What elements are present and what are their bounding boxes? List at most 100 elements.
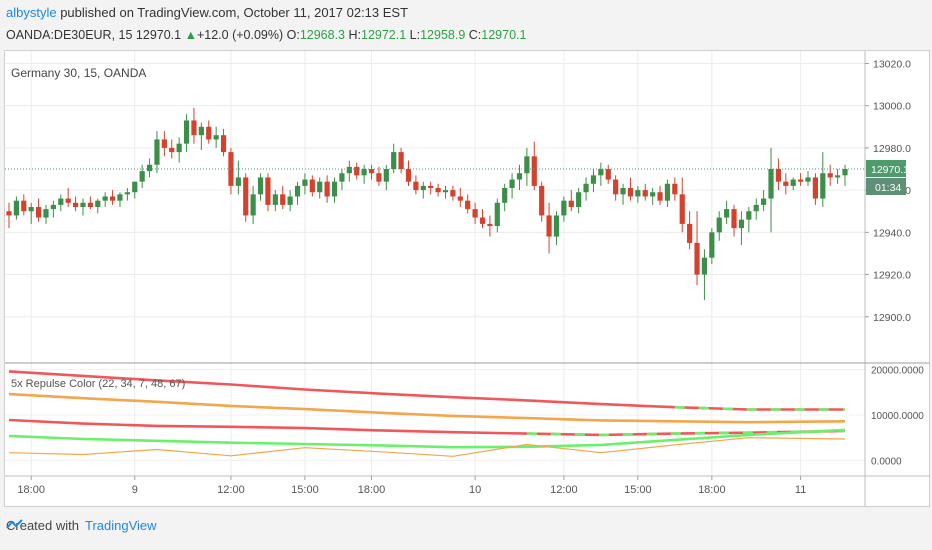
candle [220, 135, 227, 153]
close-value: 12970.1 [481, 28, 527, 42]
candle [265, 177, 271, 205]
candle [701, 257, 708, 275]
candle [820, 173, 826, 199]
candle [346, 166, 352, 174]
candle [294, 185, 301, 197]
last-price-tag-label: 12970.1 [871, 164, 909, 176]
candle [561, 200, 567, 216]
candle [442, 190, 449, 193]
candle [435, 188, 441, 193]
candle [716, 217, 722, 233]
change-value: +12.0 (+0.09%) [196, 28, 284, 42]
open-label: O: [286, 28, 300, 42]
candle [775, 169, 782, 182]
candle [376, 173, 382, 182]
candle [95, 200, 101, 207]
candle [472, 209, 478, 218]
candle [812, 177, 819, 199]
candle [598, 169, 604, 176]
candle [65, 198, 71, 203]
y-tick-label: 13000.0 [873, 101, 911, 113]
candle [235, 177, 241, 186]
x-tick-label: 18:00 [358, 484, 386, 496]
chart-svg[interactable]: 13020.013000.012980.012960.012940.012920… [5, 51, 929, 506]
candle [398, 152, 404, 169]
candle [58, 198, 64, 205]
candle [524, 156, 530, 174]
tradingview-brand-link[interactable]: TradingView [84, 518, 157, 533]
candle [724, 209, 730, 218]
candle [154, 139, 160, 165]
x-tick-label: 12:00 [217, 484, 245, 496]
indicator-series-line [8, 418, 846, 437]
candle [250, 194, 256, 216]
candle [509, 179, 515, 188]
published-text: published on TradingView.com, October 11… [56, 5, 409, 20]
indicator-series-line [8, 370, 845, 411]
candle [272, 194, 278, 205]
low-label: L: [409, 28, 421, 42]
candle [161, 139, 167, 148]
axes-group: 13020.013000.012980.012960.012940.012920… [5, 51, 929, 506]
x-tick-label: 15:00 [624, 484, 652, 496]
candle [43, 209, 49, 218]
candle [457, 196, 463, 201]
candle [354, 166, 360, 176]
candle [568, 200, 574, 207]
candle [487, 223, 493, 226]
candle [620, 188, 626, 195]
candle [650, 192, 656, 197]
chart-area[interactable]: 13020.013000.012980.012960.012940.012920… [4, 50, 930, 507]
indicator-series-highlight [674, 405, 845, 411]
candle [583, 183, 589, 193]
candle [383, 169, 389, 182]
candle [13, 200, 19, 216]
indicator-series-highlight [526, 429, 846, 437]
publish-line: albystyle published on TradingView.com, … [6, 5, 408, 20]
candle [553, 215, 560, 237]
y-tick-label: 13020.0 [873, 58, 911, 70]
main-chart-title: Germany 30, 15, OANDA [11, 66, 146, 80]
candle [590, 175, 597, 184]
candle [50, 204, 56, 210]
x-tick-label: 18:00 [17, 484, 45, 496]
candle [627, 188, 634, 197]
countdown-tag-label: 01:34 [875, 182, 901, 194]
candle [28, 207, 34, 212]
indicator-y-tick-label: 20000.0000 [871, 366, 924, 377]
tradingview-logo-icon [6, 519, 23, 529]
candle [635, 190, 641, 197]
candle [6, 211, 12, 216]
candles-group [5, 107, 865, 300]
candle [176, 143, 182, 153]
candle [842, 169, 848, 176]
x-tick-label: 15:00 [291, 484, 319, 496]
author-link[interactable]: albystyle [6, 5, 57, 20]
candle [183, 120, 190, 144]
indicator-series-line [8, 437, 846, 457]
indicator-series-line [8, 428, 846, 449]
candle [280, 194, 286, 205]
candle [21, 200, 27, 212]
candle [805, 177, 811, 182]
candle [324, 181, 330, 197]
candle [761, 198, 767, 205]
candle [391, 152, 397, 169]
candle [146, 164, 153, 172]
candle [72, 202, 79, 207]
candle [798, 179, 804, 182]
candle [331, 181, 338, 197]
y-tick-label: 12940.0 [873, 227, 911, 239]
candle [465, 200, 471, 210]
candle [117, 194, 123, 201]
candle [738, 219, 745, 229]
indicator-group [8, 370, 846, 457]
created-with-text: Created with [6, 518, 79, 533]
x-tick-label: 9 [132, 484, 138, 496]
x-tick-label: 12:00 [550, 484, 578, 496]
candle [450, 190, 456, 197]
candle [605, 169, 611, 180]
indicator-y-tick-label: 10000.0000 [871, 411, 924, 422]
candle [768, 169, 774, 199]
candle [790, 179, 796, 186]
